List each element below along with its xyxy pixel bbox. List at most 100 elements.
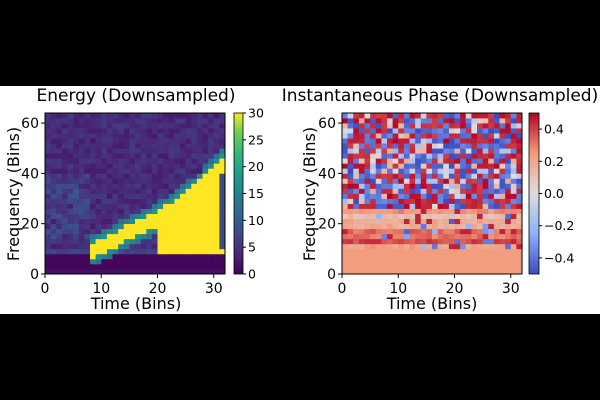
phase-cell bbox=[505, 158, 512, 164]
energy-cell bbox=[123, 123, 130, 129]
phase-cell bbox=[381, 268, 388, 275]
energy-cell bbox=[106, 148, 113, 154]
energy-cell bbox=[202, 243, 209, 250]
energy-cell bbox=[67, 208, 74, 214]
energy-cell bbox=[151, 153, 158, 159]
phase-cell bbox=[375, 263, 382, 270]
energy-cell bbox=[84, 228, 91, 235]
phase-cell bbox=[381, 163, 388, 169]
phase-cell bbox=[420, 238, 427, 245]
energy-cell bbox=[202, 163, 209, 169]
phase-cell bbox=[482, 253, 489, 260]
phase-cell bbox=[465, 263, 472, 270]
energy-cell bbox=[163, 268, 170, 275]
energy-cell bbox=[196, 248, 203, 255]
energy-cell bbox=[123, 223, 130, 230]
phase-cell bbox=[432, 218, 438, 225]
phase-cell bbox=[420, 158, 427, 164]
phase-cell bbox=[342, 118, 348, 124]
energy-cell bbox=[146, 243, 153, 250]
energy-cell bbox=[135, 183, 141, 189]
energy-cell bbox=[129, 183, 136, 189]
energy-cell bbox=[106, 123, 113, 129]
energy-cell bbox=[56, 218, 63, 225]
phase-cell bbox=[342, 133, 348, 139]
energy-cell bbox=[90, 168, 96, 174]
phase-cell bbox=[437, 118, 444, 124]
energy-cell bbox=[174, 208, 181, 214]
energy-cell bbox=[157, 168, 164, 174]
phase-cell bbox=[409, 218, 416, 225]
energy-cell bbox=[213, 128, 220, 134]
energy-cell bbox=[180, 223, 186, 230]
energy-cell bbox=[213, 118, 220, 124]
energy-cell bbox=[168, 193, 175, 199]
phase-cell bbox=[482, 133, 489, 139]
phase-cell bbox=[358, 208, 365, 214]
phase-cell bbox=[403, 153, 410, 159]
energy-cell bbox=[67, 143, 74, 149]
phase-cell bbox=[409, 268, 416, 275]
phase-cell bbox=[448, 193, 455, 199]
phase-cell bbox=[415, 198, 422, 204]
energy-cell bbox=[123, 168, 130, 174]
energy-cell bbox=[67, 158, 74, 164]
energy-cell bbox=[202, 128, 209, 134]
energy-cell bbox=[61, 268, 68, 275]
phase-cell bbox=[488, 193, 495, 199]
energy-cell bbox=[180, 123, 186, 129]
energy-cell bbox=[84, 123, 91, 129]
phase-cell bbox=[420, 123, 427, 129]
phase-cell bbox=[443, 198, 450, 204]
energy-cell bbox=[140, 178, 147, 184]
energy-cell bbox=[191, 183, 198, 189]
phase-cell bbox=[454, 248, 461, 255]
energy-cell bbox=[196, 143, 203, 149]
phase-cell bbox=[403, 243, 410, 250]
energy-cell bbox=[101, 138, 108, 144]
energy-cell bbox=[78, 143, 85, 149]
energy-cell bbox=[163, 153, 170, 159]
energy-cell bbox=[208, 258, 215, 265]
energy-cell bbox=[140, 198, 147, 204]
phase-cell bbox=[505, 223, 512, 230]
phase-cell bbox=[510, 143, 517, 149]
phase-cell bbox=[477, 183, 483, 189]
energy-cell bbox=[163, 228, 170, 235]
energy-cell bbox=[101, 128, 108, 134]
energy-cell bbox=[112, 208, 119, 214]
energy-cell bbox=[73, 118, 80, 124]
phase-cell bbox=[465, 118, 472, 124]
energy-cell bbox=[157, 268, 164, 275]
energy-cell bbox=[61, 198, 68, 204]
phase-cell bbox=[370, 213, 377, 220]
energy-cell bbox=[140, 118, 147, 124]
energy-cell bbox=[174, 263, 181, 270]
energy-cell bbox=[67, 148, 74, 154]
energy-cell bbox=[101, 163, 108, 169]
phase-cell bbox=[347, 198, 354, 204]
phase-cell bbox=[358, 223, 365, 230]
energy-cell bbox=[90, 138, 96, 144]
phase-cell bbox=[387, 158, 393, 164]
phase-cell bbox=[387, 248, 393, 255]
phase-cell bbox=[471, 213, 478, 220]
phase-cell bbox=[499, 223, 506, 230]
energy-cell bbox=[174, 138, 181, 144]
phase-cell bbox=[381, 123, 388, 129]
phase-cell bbox=[415, 253, 422, 260]
phase-cell bbox=[454, 133, 461, 139]
energy-cell bbox=[185, 148, 192, 154]
energy-cell bbox=[106, 248, 113, 255]
energy-cell bbox=[146, 138, 153, 144]
energy-cell bbox=[163, 143, 170, 149]
energy-cell bbox=[146, 178, 153, 184]
energy-cell bbox=[208, 248, 215, 255]
phase-cell bbox=[426, 123, 433, 129]
energy-cell bbox=[185, 213, 192, 220]
phase-cell bbox=[358, 198, 365, 204]
energy-cell bbox=[191, 233, 198, 240]
phase-cell bbox=[403, 138, 410, 144]
phase-cell bbox=[482, 168, 489, 174]
phase-cell bbox=[493, 243, 500, 250]
